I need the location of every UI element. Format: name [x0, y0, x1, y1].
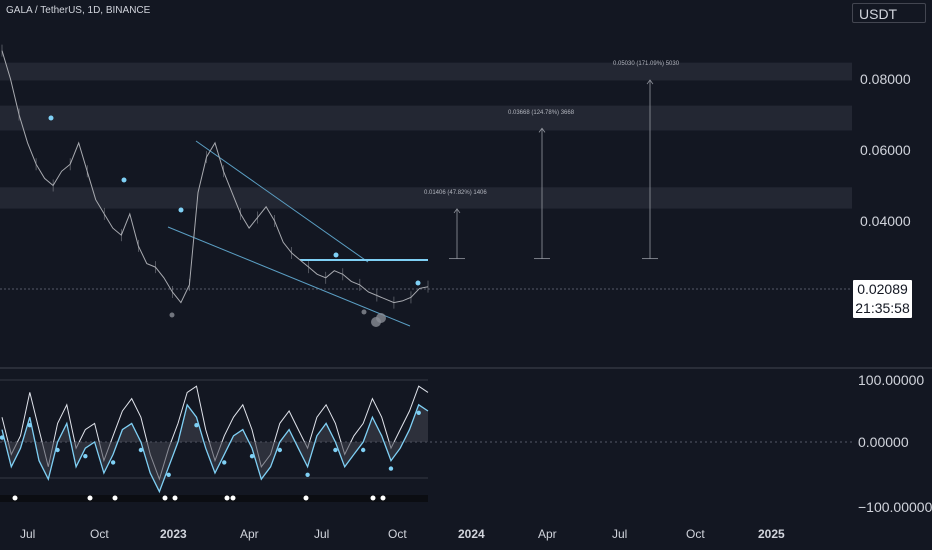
low-marker-3	[169, 312, 175, 318]
measure-label-1: 0.01406 (47.82%) 1406	[424, 190, 487, 196]
zone-2	[0, 187, 852, 209]
osc-dot	[277, 447, 283, 453]
zone-1	[0, 105, 852, 131]
x-tick-1: Oct	[90, 527, 109, 541]
osc-dot	[83, 454, 88, 459]
osc-dot	[333, 447, 338, 453]
y-tick-2: 0.04000	[860, 213, 911, 229]
price-series	[1, 44, 429, 327]
time-axis: Jul Oct 2023 Apr Jul Oct 2024 Apr Jul Oct 2025	[20, 527, 785, 541]
osc-dot	[110, 460, 116, 465]
measure-arrowhead-0	[453, 208, 461, 214]
osc-series-1	[1, 403, 429, 494]
bar-countdown: 21:35:58	[855, 300, 910, 316]
low-marker-2	[361, 309, 367, 315]
osc-signal-5	[224, 495, 230, 501]
measure-lines	[449, 79, 658, 260]
osc-area	[2, 404, 428, 492]
osc-dot	[0, 435, 5, 440]
x-tick-5: Oct	[388, 527, 407, 541]
osc-signal-7	[303, 495, 309, 501]
upper-trendline	[195, 140, 369, 263]
osc-signal-4	[172, 495, 178, 501]
osc-dot	[194, 423, 199, 428]
x-tick-10: 2025	[758, 527, 785, 541]
osc-dot	[416, 410, 421, 415]
osc-tick-2: −100.00000	[858, 499, 932, 515]
zone-0	[0, 62, 852, 81]
osc-dot	[166, 472, 171, 477]
osc-tick-0: 100.00000	[858, 372, 924, 388]
resistance-zones	[0, 62, 852, 209]
osc-signal-6	[230, 495, 236, 501]
x-tick-7: Apr	[538, 527, 557, 541]
last-price: 0.02089	[857, 281, 908, 297]
measure-label-2: 0.03668 (124.78%) 3668	[508, 110, 575, 116]
measure-arrowhead-2	[646, 79, 654, 85]
signal-dot-1	[121, 177, 127, 183]
x-tick-3: Apr	[240, 527, 259, 541]
trendlines	[0, 140, 852, 327]
osc-tick-1: 0.00000	[858, 434, 909, 450]
low-marker-1	[376, 313, 386, 323]
osc-dot	[55, 447, 60, 453]
osc-dot	[222, 460, 227, 465]
last-price-tag: 0.02089 21:35:58	[853, 280, 912, 318]
osc-signal-0	[12, 495, 18, 501]
osc-dot	[305, 472, 310, 477]
oscillator-series	[0, 385, 429, 501]
osc-dot	[138, 447, 144, 453]
signal-dot-0	[48, 115, 54, 121]
osc-dot	[27, 423, 32, 428]
osc-signal-3	[162, 495, 168, 501]
signal-dot-2	[178, 207, 184, 213]
osc-signal-strip	[0, 495, 428, 502]
osc-signal-8	[370, 495, 376, 501]
x-tick-0: Jul	[20, 527, 35, 541]
x-tick-6: 2024	[458, 527, 485, 541]
oscillator-axis: 100.00000 0.00000 −100.00000	[858, 372, 932, 515]
x-tick-8: Jul	[612, 527, 627, 541]
measure-arrowhead-1	[538, 127, 546, 133]
signal-dot-4	[415, 280, 421, 286]
osc-dot	[388, 466, 394, 471]
measure-label-3: 0.05030 (171.09%) 5030	[613, 61, 680, 67]
symbol-title[interactable]: GALA / TetherUS, 1D, BINANCE	[6, 5, 151, 16]
osc-dot	[249, 454, 255, 459]
signal-dot-3	[333, 252, 339, 258]
price-line	[1, 50, 429, 304]
osc-signal-1	[87, 495, 93, 501]
y-tick-1: 0.06000	[860, 142, 911, 158]
price-axis: 0.08000 0.06000 0.04000	[860, 71, 911, 229]
osc-signal-9	[380, 495, 386, 501]
x-tick-4: Jul	[314, 527, 329, 541]
lower-trendline	[167, 226, 411, 327]
x-tick-9: Oct	[686, 527, 705, 541]
osc-signal-2	[112, 495, 118, 501]
x-tick-2: 2023	[160, 527, 187, 541]
osc-dot	[360, 447, 366, 453]
y-tick-0: 0.08000	[860, 71, 911, 87]
quote-currency-button[interactable]: USDT	[852, 3, 926, 23]
